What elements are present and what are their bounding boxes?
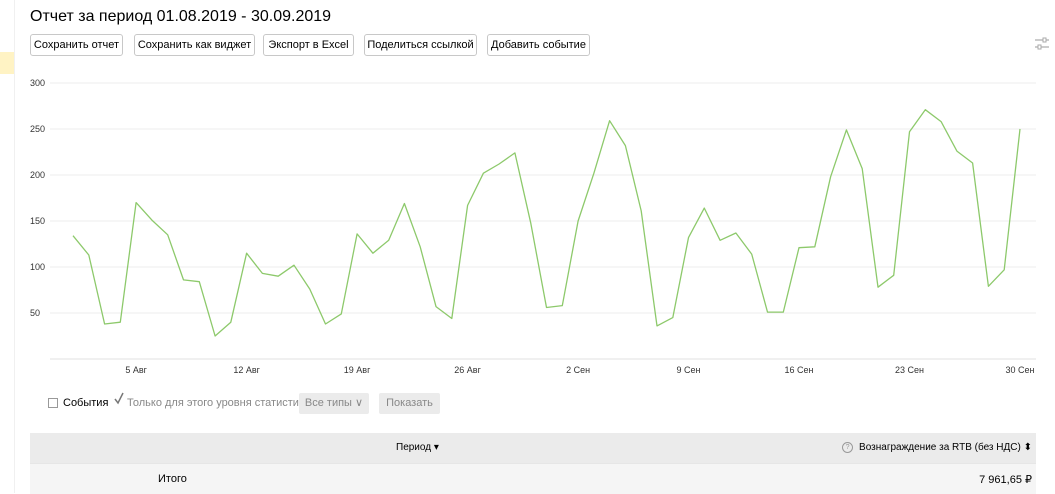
sliders-icon[interactable] (1034, 36, 1050, 52)
save-widget-button[interactable]: Сохранить как виджет (134, 34, 255, 56)
x-tick-label: 30 Сен (1006, 365, 1035, 375)
left-highlight (0, 52, 14, 74)
total-label: Итого (158, 473, 187, 485)
chart-controls: События Только для этого уровня статисти… (46, 392, 546, 414)
y-tick-label: 50 (30, 308, 40, 318)
total-value: 7 961,65 ₽ (979, 474, 1032, 486)
x-tick-label: 2 Сен (566, 365, 590, 375)
y-tick-label: 200 (30, 170, 45, 180)
show-button[interactable]: Показать (379, 393, 440, 414)
reward-column-label: Вознаграждение за RTB (без НДС) ⬍ (859, 442, 1032, 453)
types-select[interactable]: Все типы ∨ (299, 393, 369, 414)
x-tick-label: 26 Авг (454, 365, 481, 375)
share-link-button[interactable]: Поделиться ссылкой (364, 34, 477, 56)
y-tick-label: 300 (30, 78, 45, 88)
events-label: События (63, 397, 109, 409)
x-tick-label: 23 Сен (895, 365, 924, 375)
series-line (72, 109, 1021, 337)
save-report-button[interactable]: Сохранить отчет (30, 34, 123, 56)
table-total-row: Итого 7 961,65 ₽ (30, 463, 1036, 494)
checkmark-icon[interactable] (113, 392, 125, 406)
page-title: Отчет за период 01.08.2019 - 30.09.2019 (30, 8, 332, 25)
table-header: Период ▾ ? Вознаграждение за RTB (без НДС… (30, 433, 1036, 463)
events-checkbox[interactable] (48, 398, 58, 408)
left-strip (0, 0, 15, 493)
x-tick-label: 9 Сен (677, 365, 701, 375)
y-tick-label: 250 (30, 124, 45, 134)
level-only-label: Только для этого уровня статистики (127, 397, 310, 409)
line-chart: 50 100 150 200 250 300 5 Авг 12 Авг 19 Авг 26 Ав… (30, 78, 1036, 375)
x-axis: 5 Авг 12 Авг 19 Авг 26 Авг 2 Сен 9 Сен 16 Сен 2… (125, 365, 1034, 375)
y-tick-label: 100 (30, 262, 45, 272)
chevron-down-icon: ∨ (355, 397, 364, 409)
period-column-header[interactable]: Период ▾ (396, 442, 439, 453)
chart-grid (50, 82, 1036, 360)
add-event-button[interactable]: Добавить событие (487, 34, 590, 56)
types-select-label: Все типы (304, 397, 352, 409)
x-tick-label: 19 Авг (344, 365, 371, 375)
export-excel-button[interactable]: Экспорт в Excel (263, 34, 354, 56)
y-axis: 50 100 150 200 250 300 (30, 78, 45, 318)
y-tick-label: 150 (30, 216, 45, 226)
reward-column-header[interactable]: ? Вознаграждение за RTB (без НДС) ⬍ (842, 442, 1032, 453)
x-tick-label: 12 Авг (233, 365, 260, 375)
question-icon[interactable]: ? (842, 442, 854, 453)
x-tick-label: 16 Сен (785, 365, 814, 375)
x-tick-label: 5 Авг (125, 365, 147, 375)
